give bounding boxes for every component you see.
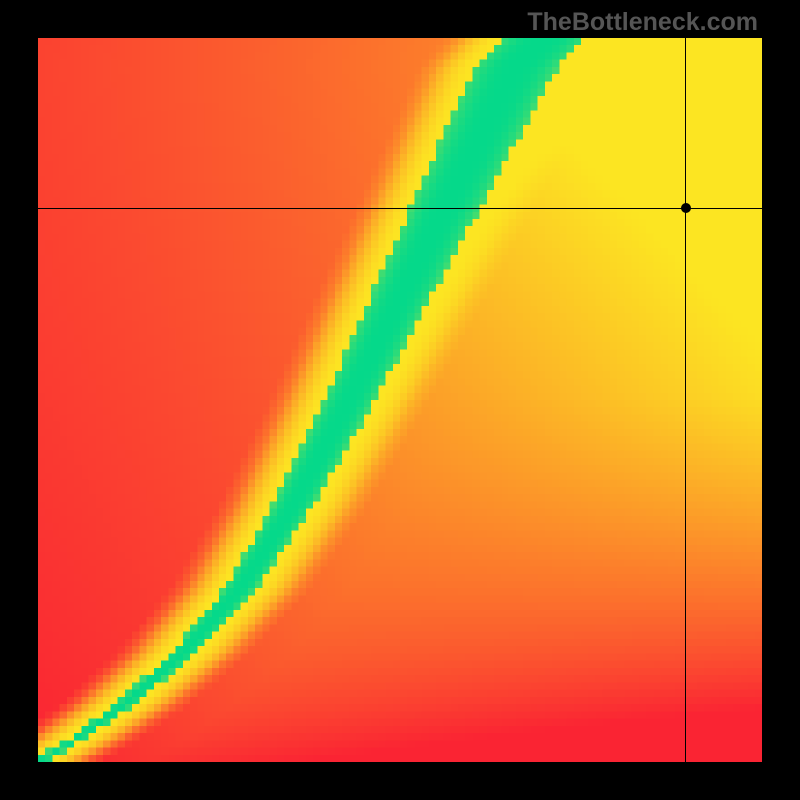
- crosshair-horizontal: [38, 208, 762, 209]
- bottleneck-heatmap: [38, 38, 762, 762]
- watermark-text: TheBottleneck.com: [527, 8, 758, 37]
- crosshair-vertical: [685, 38, 686, 762]
- chart-container: TheBottleneck.com: [0, 0, 800, 800]
